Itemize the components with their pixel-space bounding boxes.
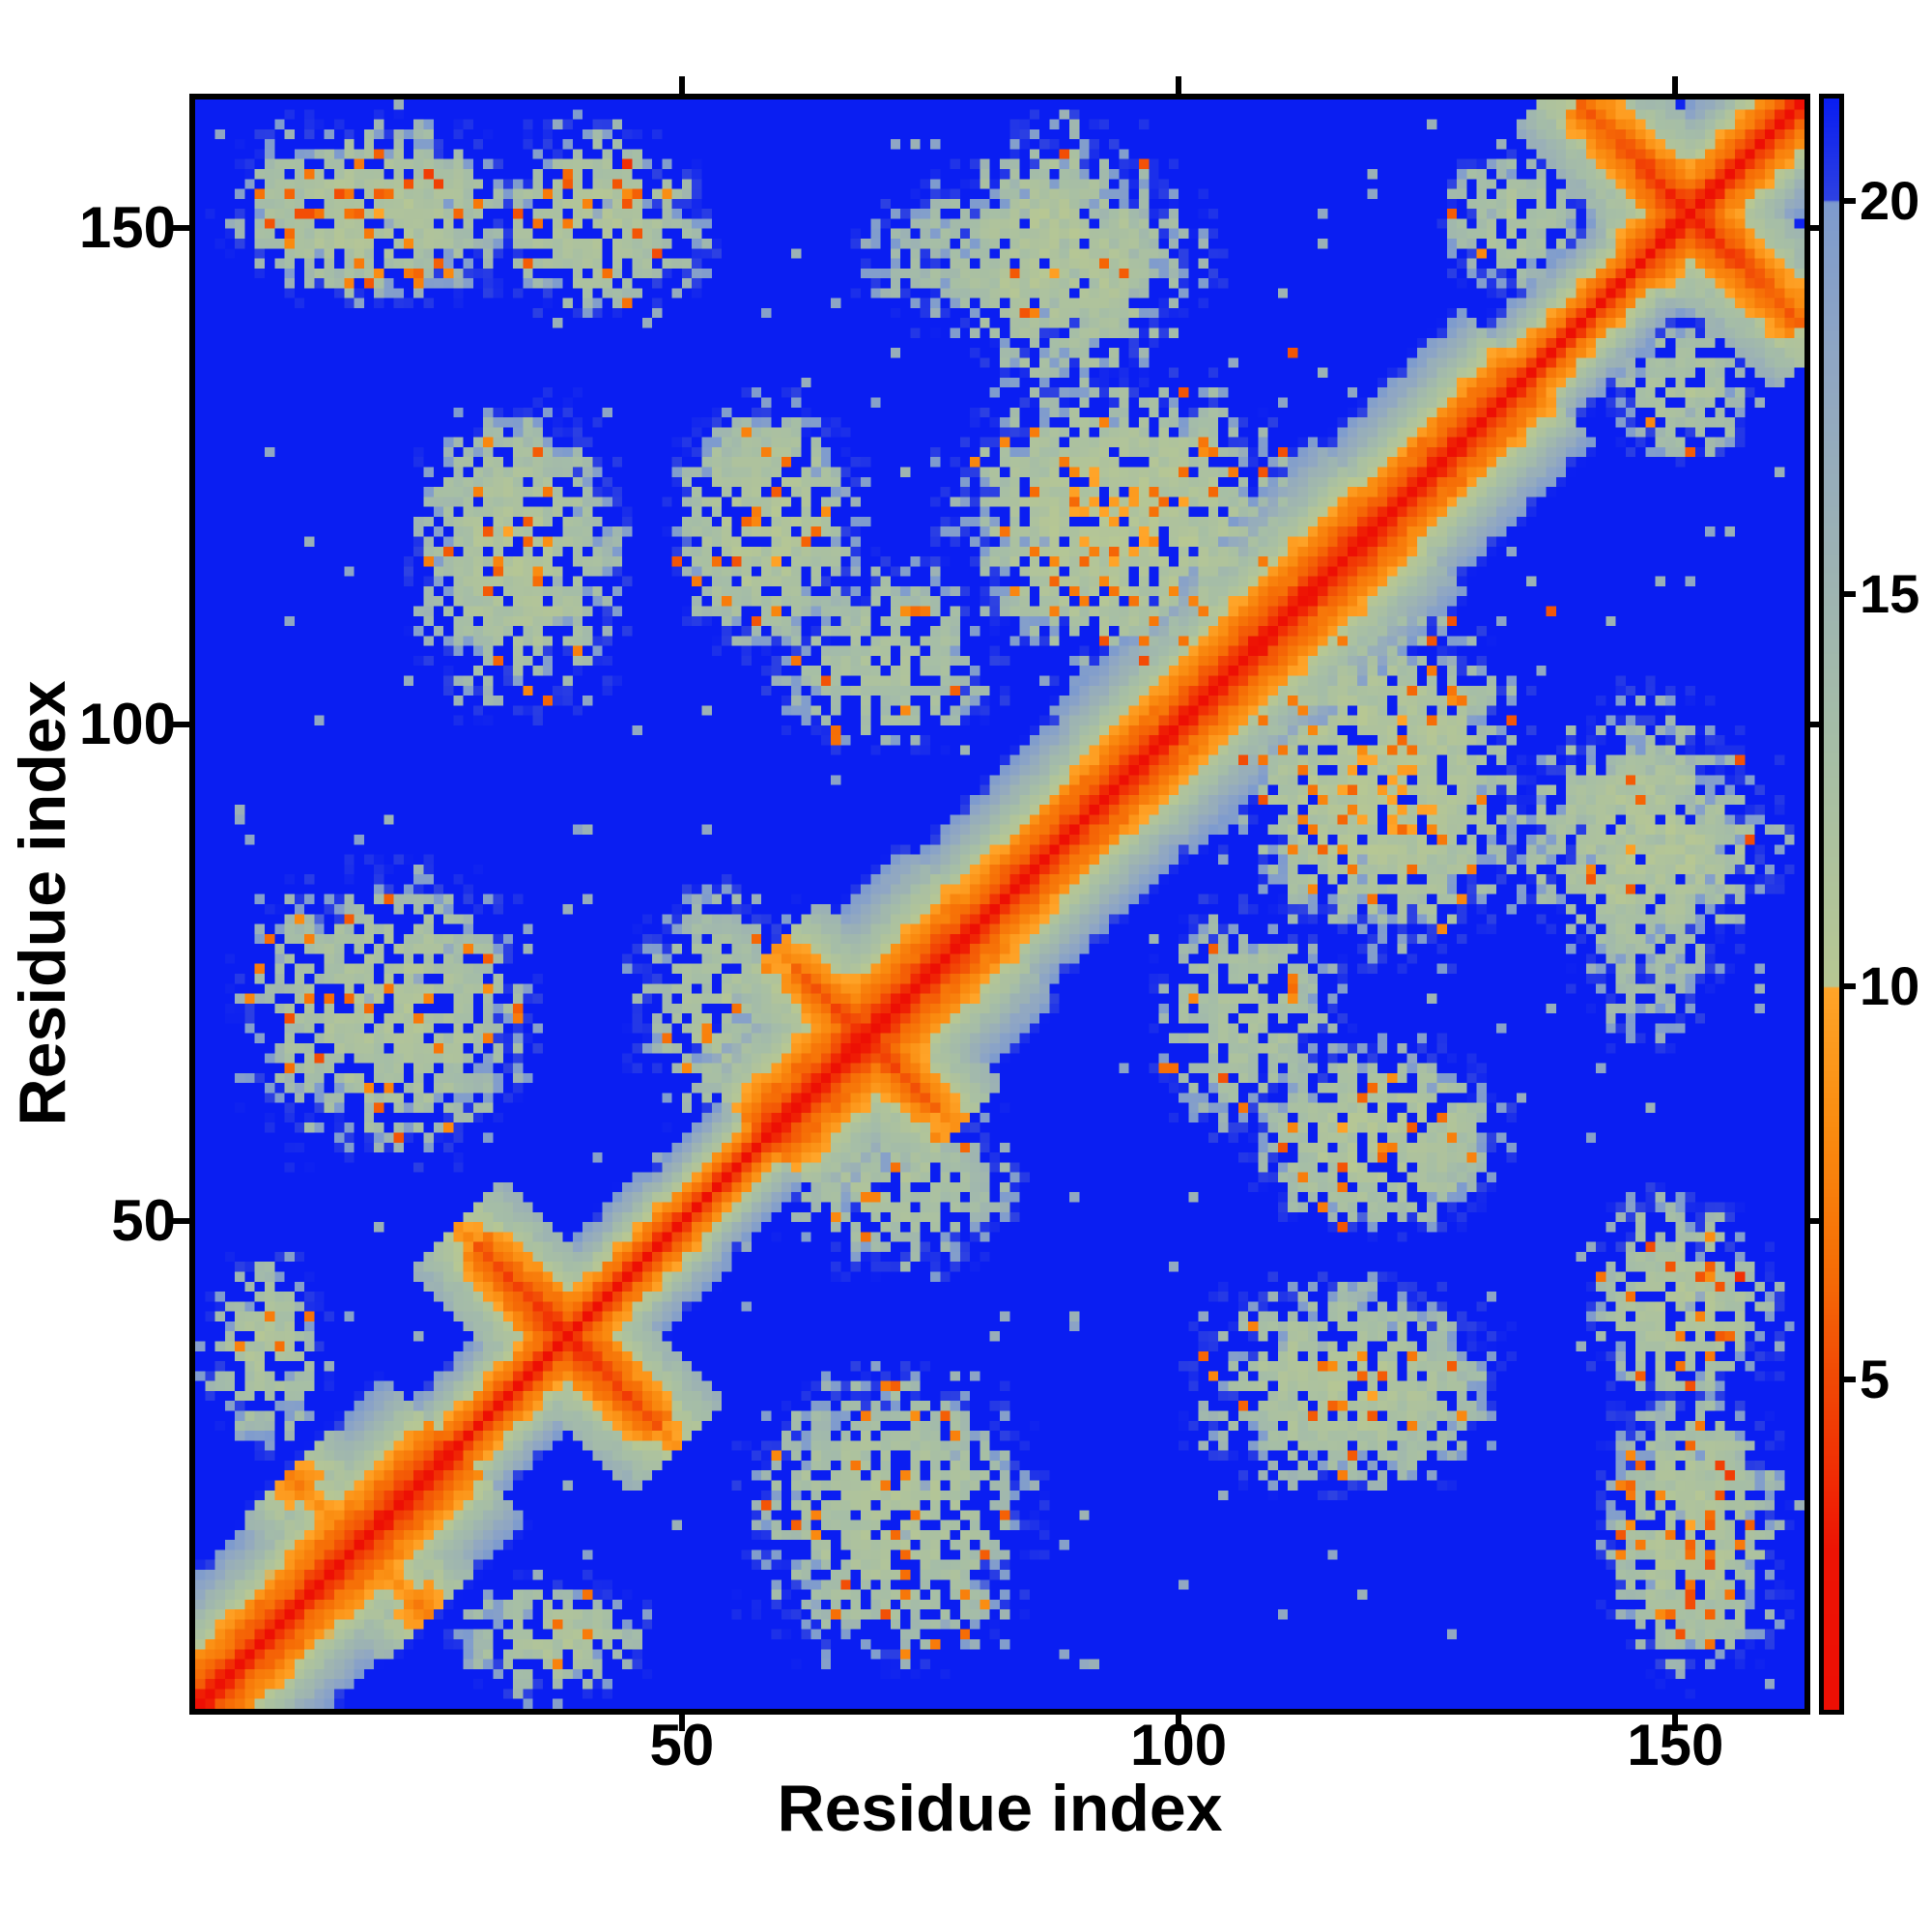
y-axis-tick-right [1810, 224, 1822, 231]
colorbar-tick-label: 5 [1860, 1349, 1890, 1410]
y-axis-tick-left [172, 224, 189, 231]
colorbar-tick [1844, 197, 1856, 204]
x-axis-title: Residue index [777, 1772, 1223, 1845]
y-axis-tick-label: 150 [78, 194, 176, 260]
x-axis-tick-bottom [1672, 1714, 1679, 1731]
colorbar-border [1819, 94, 1844, 1715]
colorbar-tick-label: 20 [1860, 169, 1920, 231]
x-axis-tick-label: 50 [649, 1713, 715, 1777]
x-axis-tick-top [1672, 76, 1679, 94]
x-axis-tick-top [678, 76, 685, 94]
y-axis-tick-left [172, 1218, 189, 1225]
colorbar-gradient [1824, 99, 1839, 1710]
colorbar-tick [1844, 983, 1856, 990]
x-axis-tick-bottom [1176, 1714, 1182, 1731]
colorbar-tick [1844, 590, 1856, 597]
y-axis-tick-right [1810, 721, 1822, 727]
x-axis-tick-bottom [678, 1714, 685, 1731]
y-axis-tick-label: 100 [78, 691, 176, 756]
colorbar-tick-label: 15 [1860, 562, 1920, 624]
x-axis-tick-top [1176, 76, 1182, 94]
heatmap-canvas [195, 99, 1804, 1709]
y-axis-title: Residue index [6, 680, 79, 1126]
y-axis-tick-left [172, 721, 189, 727]
colorbar-tick-label: 10 [1860, 955, 1920, 1017]
plot-border [189, 94, 1810, 1715]
colorbar-tick [1844, 1377, 1856, 1383]
y-axis-tick-right [1810, 1218, 1822, 1225]
y-axis-tick-label: 50 [111, 1188, 176, 1254]
x-axis-tick-label: 150 [1627, 1713, 1724, 1777]
x-axis-tick-label: 100 [1130, 1713, 1228, 1777]
